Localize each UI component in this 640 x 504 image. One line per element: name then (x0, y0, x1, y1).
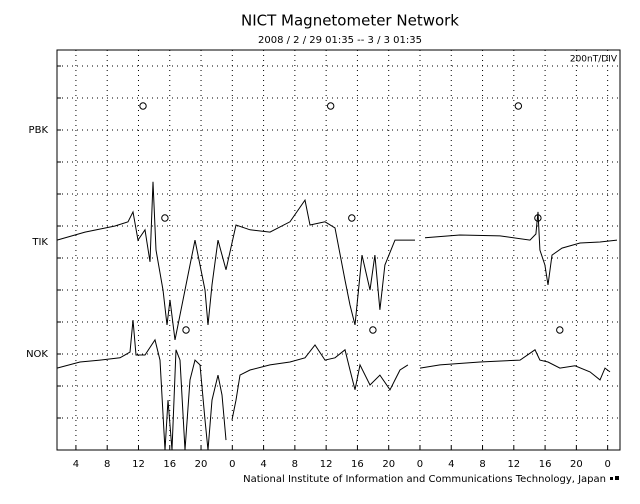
x-tick-label: 12 (132, 459, 145, 470)
noon-marker (139, 102, 147, 110)
x-tick-label: 16 (351, 459, 364, 470)
x-tick-label: 8 (104, 459, 110, 470)
x-tick-label: 16 (539, 459, 552, 470)
x-tick-label: 12 (320, 459, 333, 470)
x-tick-label: 0 (229, 459, 235, 470)
noon-marker (348, 214, 356, 222)
logo-dot (610, 477, 613, 480)
x-tick-label: 4 (73, 459, 79, 470)
trace-line (56, 181, 618, 340)
x-tick-label: 20 (570, 459, 583, 470)
chart-subtitle: 2008 / 2 / 29 01:35 -- 3 / 3 01:35 (258, 35, 422, 46)
x-tick-label: 20 (382, 459, 395, 470)
x-tick-label: 4 (448, 459, 454, 470)
noon-marker (514, 102, 523, 110)
x-tick-label: 4 (260, 459, 266, 470)
chart-title: NICT Magnetometer Network (241, 12, 459, 30)
plot-frame (56, 49, 621, 451)
x-tick-label: 12 (507, 459, 520, 470)
y-tick-label: NOK (26, 349, 48, 360)
scale-label: 200nT/DIV (570, 55, 618, 65)
noon-marker (534, 214, 542, 222)
noon-marker (556, 326, 564, 334)
x-tick-label: 8 (479, 459, 485, 470)
trace-line (56, 320, 611, 451)
noon-marker (161, 214, 169, 222)
noon-marker (369, 326, 377, 334)
x-tick-label: 8 (292, 459, 298, 470)
x-tick-label: 0 (417, 459, 423, 470)
x-tick-label: 0 (604, 459, 610, 470)
y-tick-label: TIK (31, 237, 48, 248)
logo-dot (615, 476, 619, 480)
footer: National Institute of Information and Co… (243, 474, 606, 485)
x-tick-label: 16 (163, 459, 176, 470)
noon-marker (326, 102, 335, 110)
noon-marker (182, 326, 190, 334)
y-tick-label: PBK (29, 125, 49, 136)
x-tick-label: 20 (195, 459, 208, 470)
